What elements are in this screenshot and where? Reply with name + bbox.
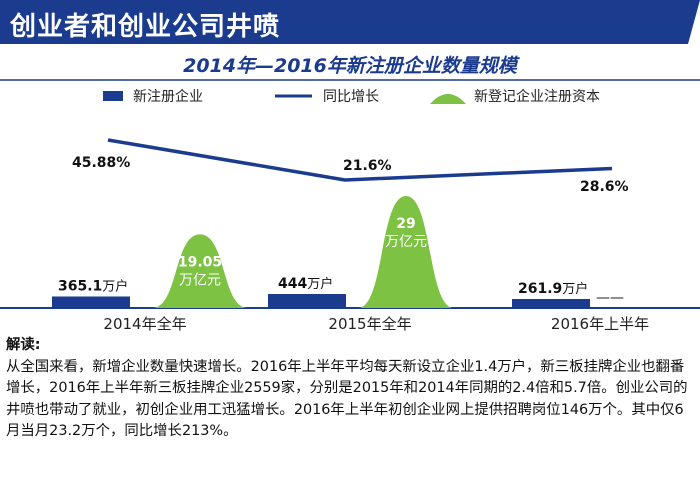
area-value-label: 29 bbox=[396, 216, 415, 232]
legend-label-area: 新登记企业注册资本 bbox=[474, 88, 600, 105]
banner-title: 创业者和创业公司井喷 bbox=[10, 12, 281, 42]
area-unit-label: 万亿元 bbox=[179, 272, 221, 288]
area-hump bbox=[358, 196, 454, 308]
growth-value-label: 21.6% bbox=[343, 158, 392, 174]
growth-value-label: 45.88% bbox=[72, 155, 130, 171]
bar bbox=[512, 299, 590, 308]
x-tick-label: 2014年全年 bbox=[103, 315, 186, 333]
bar-value-label: 444万户 bbox=[278, 276, 333, 292]
notes-heading: 解读: bbox=[6, 337, 41, 353]
bar bbox=[268, 294, 346, 308]
area-missing-label: —— bbox=[596, 290, 624, 306]
area-unit-label: 万亿元 bbox=[385, 234, 427, 250]
x-tick-label: 2015年全年 bbox=[328, 315, 411, 333]
legend-label-bar: 新注册企业 bbox=[133, 88, 203, 105]
legend-swatch-area bbox=[430, 94, 466, 104]
x-tick-label: 2016年上半年 bbox=[551, 315, 649, 333]
area-hump bbox=[152, 234, 248, 308]
legend-swatch-bar bbox=[103, 91, 123, 101]
bar bbox=[52, 296, 130, 308]
chart-title: 2014年—2016年新注册企业数量规模 bbox=[183, 55, 521, 77]
notes-section: 解读: 从全国来看，新增企业数量快速增长。2016年上半年平均每天新设立企业1.… bbox=[6, 335, 696, 443]
bar-value-label: 261.9万户 bbox=[518, 281, 588, 297]
legend-label-line: 同比增长 bbox=[323, 89, 379, 105]
bar-value-label: 365.1万户 bbox=[58, 278, 128, 294]
growth-line bbox=[107, 138, 613, 182]
area-value-label: 19.05 bbox=[178, 254, 222, 270]
notes-body: 从全国来看，新增企业数量快速增长。2016年上半年平均每天新设立企业1.4万户，… bbox=[6, 358, 688, 440]
growth-value-label: 28.6% bbox=[580, 179, 629, 195]
title-banner bbox=[0, 0, 700, 44]
